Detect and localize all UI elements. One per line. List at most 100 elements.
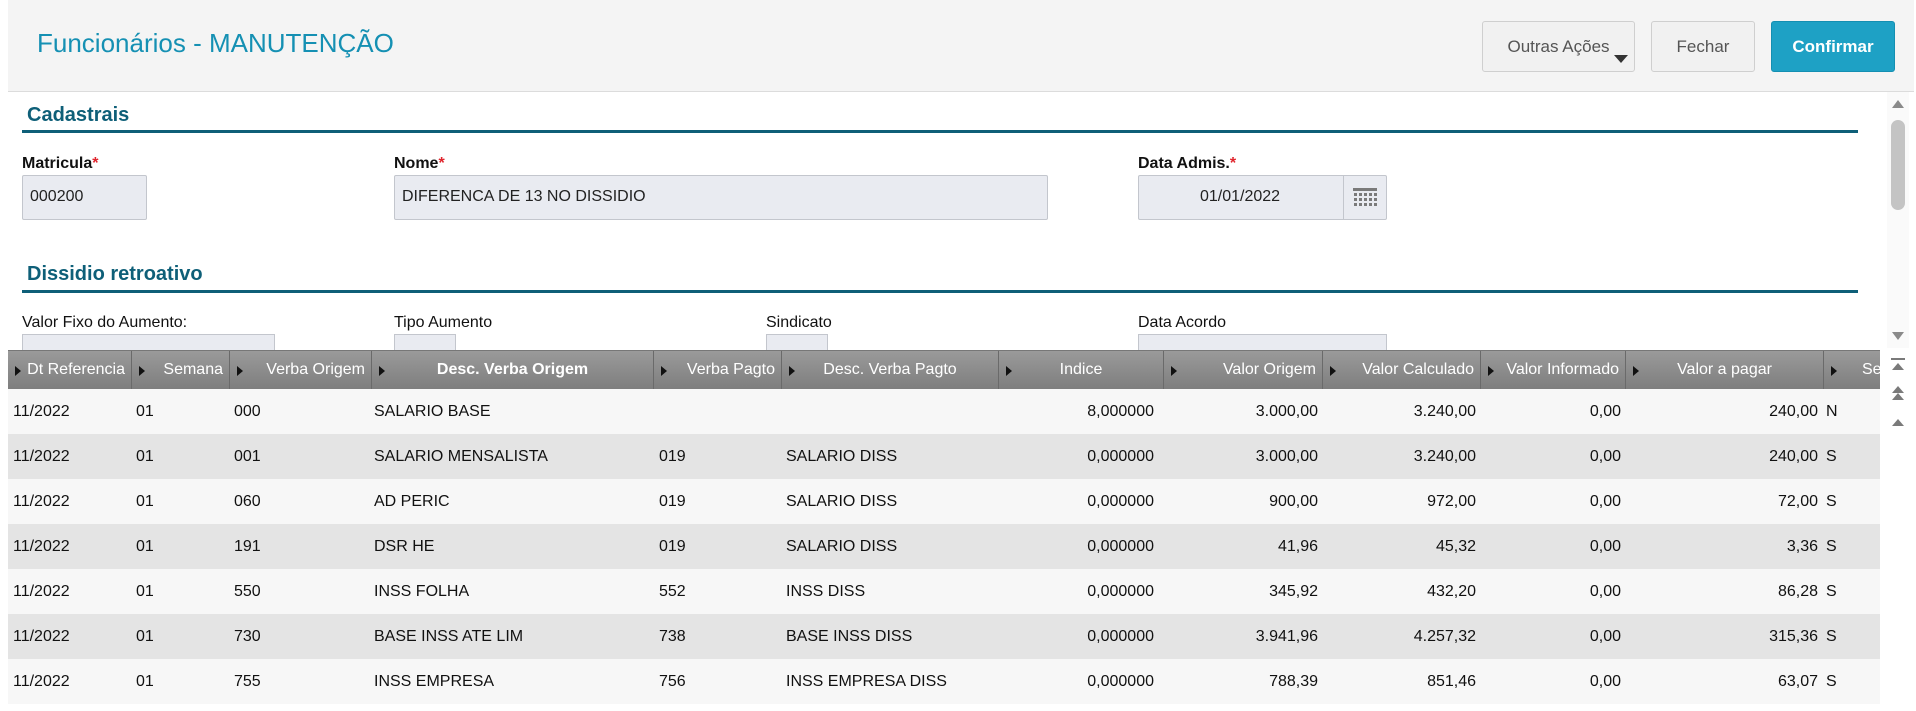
column-header-desc-verba-pagto[interactable]: Desc. Verba Pagto — [782, 351, 999, 389]
cell-dt-referencia[interactable]: 11/2022 — [13, 493, 70, 510]
column-header-semana[interactable]: Semana — [132, 351, 230, 389]
cell-se[interactable]: S — [1826, 493, 1837, 510]
cell-dt-referencia[interactable]: 11/2022 — [13, 628, 70, 645]
calendar-button[interactable] — [1343, 176, 1386, 219]
cell-valor-informado[interactable]: 0,00 — [1589, 673, 1621, 690]
cell-valor-origem[interactable]: 41,96 — [1277, 538, 1318, 555]
column-header-se[interactable]: Se — [1824, 351, 1880, 389]
cell-valor-informado[interactable]: 0,00 — [1589, 583, 1621, 600]
cell-valor-informado[interactable]: 0,00 — [1589, 403, 1621, 420]
cell-desc-verba-pagto[interactable]: SALARIO DISS — [786, 538, 898, 555]
cell-dt-referencia[interactable]: 11/2022 — [13, 448, 70, 465]
cell-valor-calculado[interactable]: 45,32 — [1435, 538, 1476, 555]
data-acordo-field[interactable] — [1138, 334, 1387, 354]
cell-se[interactable]: S — [1826, 628, 1837, 645]
cell-verba-pagto[interactable]: 019 — [659, 538, 686, 555]
cell-verba-pagto[interactable]: 738 — [659, 628, 686, 645]
sort-triangle-icon[interactable] — [237, 366, 243, 376]
cell-dt-referencia[interactable]: 11/2022 — [13, 583, 70, 600]
column-header-verba-origem[interactable]: Verba Origem — [230, 351, 372, 389]
cell-valor-origem[interactable]: 788,39 — [1269, 673, 1318, 690]
scroll-down-icon[interactable] — [1892, 332, 1904, 340]
cell-dt-referencia[interactable]: 11/2022 — [13, 538, 70, 555]
cell-verba-origem[interactable]: 001 — [234, 448, 261, 465]
cell-valor-calculado[interactable]: 851,46 — [1427, 673, 1476, 690]
cell-dt-referencia[interactable]: 11/2022 — [13, 673, 70, 690]
cell-valor-informado[interactable]: 0,00 — [1589, 448, 1621, 465]
cell-indice[interactable]: 0,000000 — [1087, 493, 1154, 510]
cell-verba-origem[interactable]: 191 — [234, 538, 261, 555]
cell-se[interactable]: S — [1826, 673, 1837, 690]
column-header-valor-a-pagar[interactable]: Valor a pagar — [1626, 351, 1824, 389]
cell-verba-pagto[interactable] — [659, 389, 777, 434]
cell-desc-verba-origem[interactable]: SALARIO MENSALISTA — [374, 448, 548, 465]
table-row[interactable]: 11/2022 01 060 AD PERIC 019 SALARIO DISS 0,000… — [8, 479, 1880, 524]
cell-semana[interactable]: 01 — [136, 403, 154, 420]
cell-valor-informado[interactable]: 0,00 — [1589, 493, 1621, 510]
column-header-valor-origem[interactable]: Valor Origem — [1164, 351, 1323, 389]
confirmar-button[interactable]: Confirmar — [1771, 21, 1895, 72]
sort-triangle-icon[interactable] — [139, 366, 145, 376]
cell-dt-referencia[interactable]: 11/2022 — [13, 403, 70, 420]
cell-indice[interactable]: 0,000000 — [1087, 628, 1154, 645]
cell-desc-verba-pagto[interactable]: BASE INSS DISS — [786, 628, 913, 645]
cell-desc-verba-origem[interactable]: INSS EMPRESA — [374, 673, 495, 690]
cell-desc-verba-pagto[interactable]: SALARIO DISS — [786, 448, 898, 465]
cell-verba-origem[interactable]: 730 — [234, 628, 261, 645]
cell-desc-verba-origem[interactable]: AD PERIC — [374, 493, 450, 510]
table-row[interactable]: 11/2022 01 001 SALARIO MENSALISTA 019 SALARIO… — [8, 434, 1880, 479]
cell-se[interactable]: N — [1826, 403, 1838, 420]
tipo-aumento-field[interactable] — [394, 334, 456, 354]
sort-triangle-icon[interactable] — [1633, 366, 1639, 376]
cell-se[interactable]: S — [1826, 583, 1837, 600]
table-row[interactable]: 11/2022 01 550 INSS FOLHA 552 INSS DISS 0,0000… — [8, 569, 1880, 614]
cell-verba-pagto[interactable]: 019 — [659, 448, 686, 465]
sort-triangle-icon[interactable] — [1171, 366, 1177, 376]
cell-se[interactable]: S — [1826, 538, 1837, 555]
matricula-field[interactable]: 000200 — [22, 175, 147, 220]
sort-triangle-icon[interactable] — [1006, 366, 1012, 376]
cell-valor-a-pagar[interactable]: 240,00 — [1769, 403, 1818, 420]
cell-valor-origem[interactable]: 900,00 — [1269, 493, 1318, 510]
sort-triangle-icon[interactable] — [661, 366, 667, 376]
cell-verba-pagto[interactable]: 756 — [659, 673, 686, 690]
cell-valor-origem[interactable]: 3.941,96 — [1255, 628, 1318, 645]
cell-valor-calculado[interactable]: 972,00 — [1427, 493, 1476, 510]
sort-triangle-icon[interactable] — [15, 366, 21, 376]
cell-desc-verba-origem[interactable]: DSR HE — [374, 538, 435, 555]
cell-desc-verba-origem[interactable]: BASE INSS ATE LIM — [374, 628, 524, 645]
column-header-indice[interactable]: Indice — [999, 351, 1164, 389]
cell-verba-pagto[interactable]: 552 — [659, 583, 686, 600]
cell-indice[interactable]: 8,000000 — [1087, 403, 1154, 420]
cell-valor-calculado[interactable]: 4.257,32 — [1413, 628, 1476, 645]
cell-desc-verba-pagto[interactable]: INSS DISS — [786, 583, 866, 600]
sort-triangle-icon[interactable] — [1488, 366, 1494, 376]
scroll-up-icon[interactable] — [1892, 100, 1904, 108]
sindicato-field[interactable] — [766, 334, 828, 354]
cell-valor-origem[interactable]: 3.000,00 — [1255, 448, 1318, 465]
first-page-icon[interactable] — [1890, 358, 1906, 374]
cell-verba-origem[interactable]: 060 — [234, 493, 261, 510]
cell-semana[interactable]: 01 — [136, 673, 154, 690]
sort-triangle-icon[interactable] — [789, 366, 795, 376]
cell-semana[interactable]: 01 — [136, 628, 154, 645]
column-header-verba-pagto[interactable]: Verba Pagto — [654, 351, 782, 389]
sort-triangle-icon[interactable] — [1330, 366, 1336, 376]
cell-se[interactable]: S — [1826, 448, 1837, 465]
column-header-dt-referencia[interactable]: Dt Referencia — [8, 351, 132, 389]
cell-indice[interactable]: 0,000000 — [1087, 673, 1154, 690]
table-row[interactable]: 11/2022 01 755 INSS EMPRESA 756 INSS EMPRESA … — [8, 659, 1880, 704]
column-header-valor-calculado[interactable]: Valor Calculado — [1323, 351, 1481, 389]
cell-semana[interactable]: 01 — [136, 493, 154, 510]
page-up-icon[interactable] — [1890, 386, 1906, 402]
fechar-button[interactable]: Fechar — [1651, 21, 1755, 72]
table-row[interactable]: 11/2022 01 730 BASE INSS ATE LIM 738 BASE INS… — [8, 614, 1880, 659]
cell-indice[interactable]: 0,000000 — [1087, 448, 1154, 465]
cell-valor-informado[interactable]: 0,00 — [1589, 538, 1621, 555]
column-header-valor-informado[interactable]: Valor Informado — [1481, 351, 1626, 389]
data-admis-field[interactable]: 01/01/2022 — [1138, 175, 1387, 220]
table-row[interactable]: 11/2022 01 191 DSR HE 019 SALARIO DISS 0,00000… — [8, 524, 1880, 569]
cell-valor-calculado[interactable]: 432,20 — [1427, 583, 1476, 600]
cell-desc-verba-pagto[interactable] — [786, 389, 996, 434]
cell-verba-origem[interactable]: 755 — [234, 673, 261, 690]
